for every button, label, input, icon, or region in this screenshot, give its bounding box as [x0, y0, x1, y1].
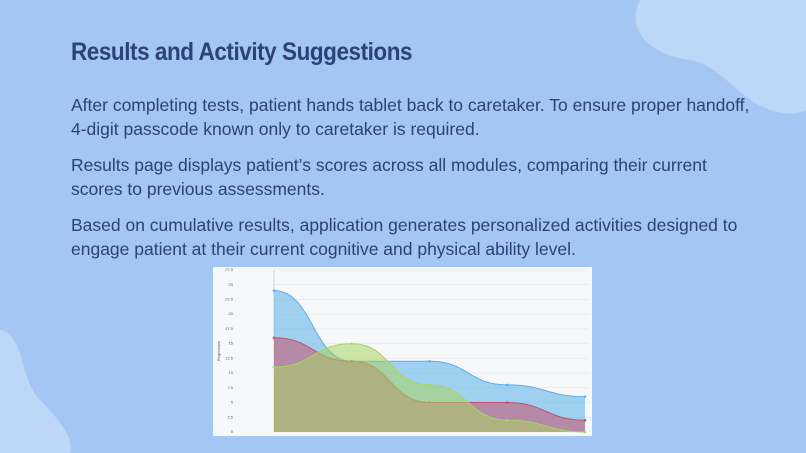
- y-tick-label: 17.5: [225, 326, 234, 331]
- y-tick-label: 2.5: [227, 414, 233, 419]
- paragraph: Based on cumulative results, application…: [71, 215, 738, 259]
- point: [505, 383, 509, 387]
- y-tick-label: 10: [229, 370, 234, 375]
- chart: Regression 0 2.5 5 7.5 10 12.5 15 17.5 20 22.5 25 2…: [213, 267, 592, 436]
- point: [583, 395, 587, 398]
- point: [428, 383, 431, 387]
- y-tick-label: 15: [229, 341, 234, 346]
- point: [350, 342, 354, 345]
- y-tick-label: 22.5: [225, 297, 234, 302]
- y-tick-label: 7.5: [227, 385, 233, 390]
- y-tick-label: 25: [229, 282, 234, 287]
- paragraph: Results page displays patient’s scores a…: [71, 155, 707, 199]
- point: [272, 289, 276, 292]
- slide-title: Results and Activity Suggestions: [71, 38, 413, 66]
- point: [272, 336, 276, 340]
- point: [583, 430, 587, 434]
- point: [505, 401, 509, 404]
- point: [583, 418, 587, 422]
- y-tick-label: 5: [231, 400, 234, 405]
- y-tick-label: 12.5: [225, 355, 234, 360]
- point: [505, 418, 509, 422]
- y-tick-label: 20: [229, 311, 234, 316]
- y-tick-label: 0: [231, 429, 234, 434]
- point: [428, 360, 431, 363]
- slide-body: After completing tests, patient hands ta…: [71, 93, 751, 273]
- y-axis-label: Regression: [216, 341, 221, 361]
- y-tick-label: 27.5: [225, 267, 234, 272]
- area: [274, 343, 585, 432]
- paragraph: After completing tests, patient hands ta…: [71, 95, 750, 139]
- point: [272, 365, 276, 369]
